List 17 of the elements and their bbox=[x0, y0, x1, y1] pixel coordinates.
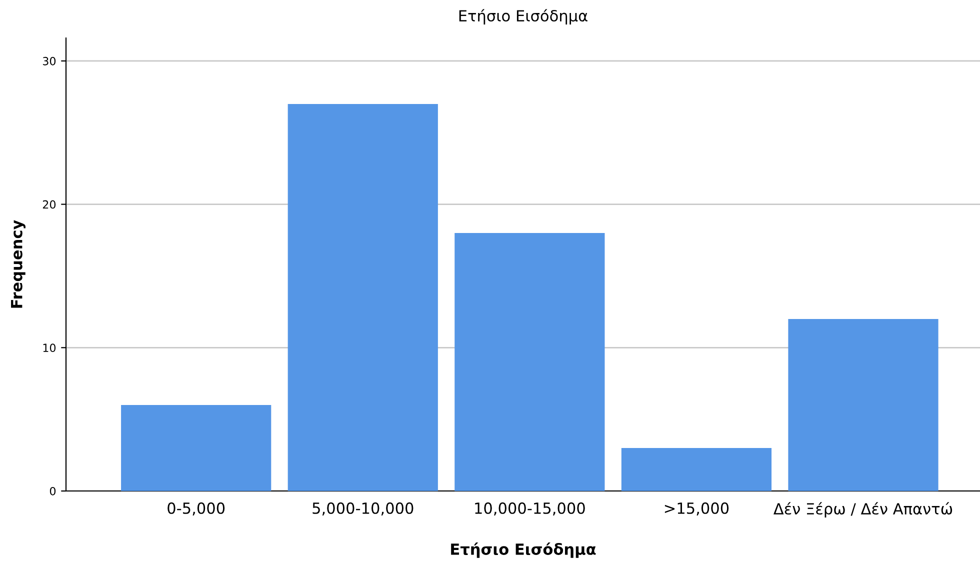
bar bbox=[788, 318, 938, 491]
y-tick-label: 30 bbox=[42, 56, 56, 66]
x-tick-label: 5,000-10,000 bbox=[312, 502, 414, 516]
x-tick-label: 10,000-15,000 bbox=[475, 502, 585, 516]
x-tick-label: Δέν Ξέρω / Δέν Απαντώ bbox=[774, 502, 952, 518]
y-axis-title: Frequency bbox=[11, 220, 26, 308]
bar bbox=[454, 232, 605, 491]
y-tick-label: 20 bbox=[42, 200, 56, 209]
bar bbox=[121, 404, 272, 491]
x-axis-title: Ετήσιο Εισόδημα bbox=[451, 542, 596, 558]
x-tick-label: >15,000 bbox=[664, 502, 729, 516]
chart-title: Ετήσιο Εισόδημα bbox=[459, 9, 588, 25]
x-tick-label: 0-5,000 bbox=[168, 502, 225, 516]
y-tick-label: 10 bbox=[43, 344, 56, 352]
y-tick-label: 0 bbox=[50, 486, 56, 496]
bar bbox=[621, 448, 772, 491]
bar bbox=[288, 104, 438, 491]
